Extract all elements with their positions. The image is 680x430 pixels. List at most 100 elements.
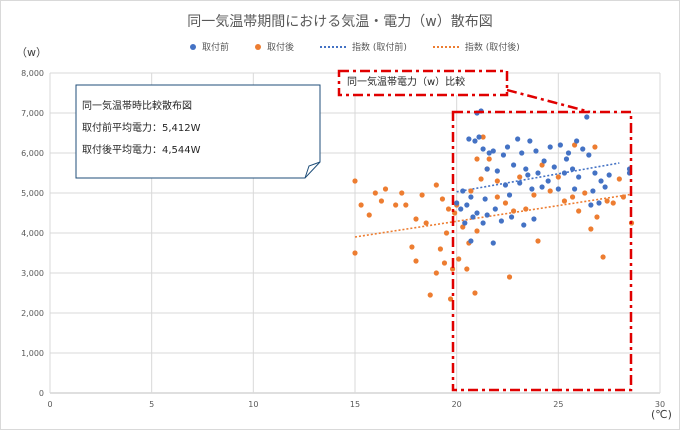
highlight-region	[451, 110, 633, 392]
point-after	[403, 202, 409, 208]
point-after	[494, 178, 500, 184]
tick-labels: 0 1,000 2,000 3,000 4,000 5,000 6,000 7,000 8,00…	[21, 69, 665, 409]
point-after	[539, 162, 545, 168]
point-before	[533, 148, 539, 154]
x-tick-label: 30	[655, 400, 665, 409]
point-before	[592, 170, 598, 176]
point-after	[439, 196, 446, 202]
point-after	[576, 208, 582, 214]
point-before	[480, 146, 486, 152]
point-after	[378, 198, 385, 204]
legend-item-trend-after: 指数 (取付後)	[432, 40, 520, 53]
point-after	[366, 212, 372, 218]
point-before	[535, 170, 541, 176]
chart-title: 同一気温帯期間における気温・電力（w）散布図	[187, 14, 493, 30]
point-after	[582, 190, 588, 196]
point-before	[510, 162, 517, 168]
point-before	[563, 156, 570, 162]
point-after	[600, 254, 606, 260]
x-tick-label: 25	[553, 400, 563, 409]
callout-box	[337, 69, 509, 97]
annotation-overlays	[75, 69, 633, 392]
y-tick-label: 0	[39, 389, 44, 398]
y-tick-label: 6,000	[21, 149, 44, 158]
point-before	[480, 220, 486, 226]
point-before	[521, 222, 527, 228]
point-before	[606, 172, 612, 178]
x-axis-label: (℃)	[651, 408, 672, 421]
point-before	[561, 170, 568, 176]
point-before	[486, 150, 492, 156]
data-points	[352, 108, 635, 302]
point-before	[500, 152, 507, 158]
point-before	[468, 238, 474, 244]
point-after	[445, 206, 452, 212]
point-before	[498, 218, 504, 224]
note-line-2: 取付前平均電力：5,412W	[82, 123, 201, 134]
x-tick-label: 0	[47, 400, 52, 409]
point-after	[358, 202, 364, 208]
point-before	[588, 202, 594, 208]
point-before	[454, 200, 460, 206]
point-before	[515, 136, 521, 142]
point-before	[574, 138, 580, 144]
point-before	[602, 184, 608, 190]
x-tick-label: 5	[149, 400, 154, 409]
y-tick-label: 2,000	[21, 309, 44, 318]
point-after	[433, 270, 439, 276]
point-before	[470, 214, 476, 220]
note-box-fold	[304, 161, 321, 179]
point-after	[517, 174, 523, 180]
point-after	[486, 156, 492, 162]
point-after	[561, 198, 568, 204]
point-before	[460, 188, 466, 194]
legend-marker-before	[190, 43, 196, 50]
point-before	[519, 150, 525, 156]
point-after	[419, 192, 425, 198]
point-before	[580, 146, 586, 152]
point-after	[372, 190, 378, 196]
point-before	[584, 114, 590, 120]
point-before	[466, 136, 472, 142]
note-line-3: 取付後平均電力：4,544W	[82, 145, 201, 156]
point-before	[506, 192, 513, 198]
point-after	[437, 246, 443, 252]
point-before	[557, 142, 563, 148]
point-after	[547, 188, 553, 194]
point-after	[480, 134, 486, 140]
point-after	[616, 176, 622, 182]
legend-line-trend-before	[320, 45, 347, 48]
point-after	[594, 214, 600, 220]
point-after	[352, 178, 358, 184]
point-after	[506, 274, 513, 280]
point-before	[572, 186, 578, 192]
point-before	[555, 186, 561, 192]
legend-label-trend-before: 指数 (取付前)	[352, 43, 407, 53]
y-axis-label: （w）	[16, 46, 47, 59]
point-after	[569, 194, 576, 200]
point-before	[531, 216, 537, 222]
point-after	[535, 238, 541, 244]
legend: 取付前 取付後 指数 (取付前) 指数 (取付後)	[190, 40, 520, 53]
x-tick-label: 10	[248, 400, 258, 409]
point-after	[510, 208, 517, 214]
point-after	[427, 292, 433, 298]
point-before	[576, 174, 582, 180]
point-before	[492, 206, 498, 212]
trendline-after	[354, 193, 630, 238]
point-after	[460, 224, 466, 230]
x-tick-label: 15	[350, 400, 360, 409]
point-after	[478, 176, 484, 182]
point-after	[592, 144, 598, 150]
point-before	[590, 188, 596, 194]
point-before	[472, 138, 478, 144]
point-before	[596, 200, 602, 206]
point-after	[588, 226, 594, 232]
point-after	[523, 206, 529, 212]
point-after	[393, 202, 399, 208]
point-before	[476, 134, 482, 140]
legend-label-trend-after: 指数 (取付後)	[464, 43, 520, 53]
y-tick-label: 4,000	[21, 229, 44, 238]
note-box	[75, 84, 321, 179]
